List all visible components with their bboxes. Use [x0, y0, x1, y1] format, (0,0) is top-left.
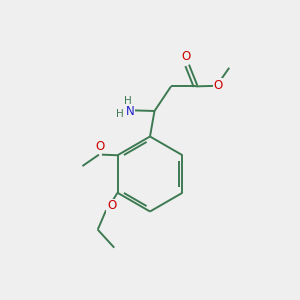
Text: H: H — [116, 109, 124, 119]
Text: O: O — [181, 50, 190, 64]
Text: H: H — [124, 96, 131, 106]
Text: O: O — [95, 140, 104, 153]
Text: O: O — [107, 199, 116, 212]
Text: N: N — [126, 105, 135, 119]
Text: O: O — [213, 79, 222, 92]
